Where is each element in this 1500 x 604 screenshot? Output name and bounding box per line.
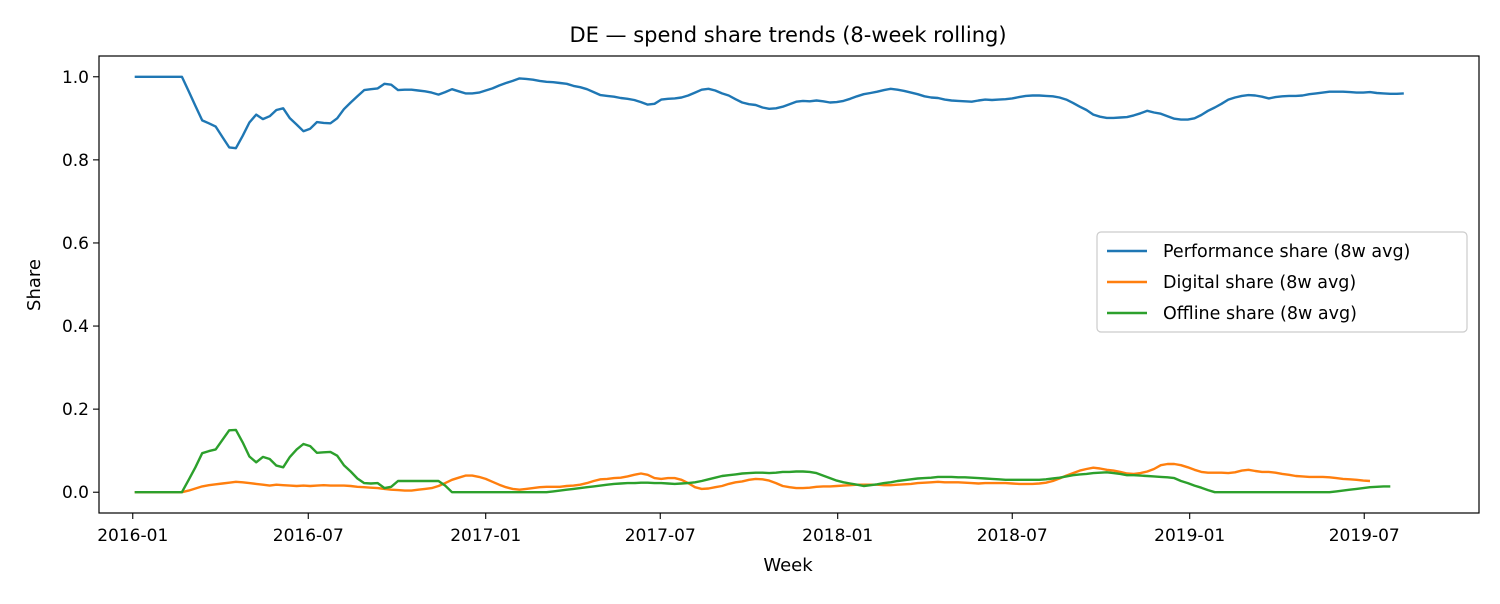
x-tick-label: 2016-01 xyxy=(97,526,168,546)
series-line-2 xyxy=(134,462,1371,494)
series-line-3 xyxy=(134,428,1391,494)
chart-title: DE — spend share trends (8-week rolling) xyxy=(569,23,1006,47)
x-tick-label: 2017-07 xyxy=(625,526,696,546)
x-tick-label: 2019-07 xyxy=(1329,526,1400,546)
y-tick-label: 1.0 xyxy=(62,68,89,88)
y-tick-label: 0.6 xyxy=(62,234,89,254)
series-lines xyxy=(134,75,1404,494)
series-line-1 xyxy=(134,75,1404,150)
x-tick-label: 2017-01 xyxy=(450,526,521,546)
y-tick-label: 0.8 xyxy=(62,151,89,171)
plot-area xyxy=(98,55,1480,514)
legend-box xyxy=(1096,231,1468,333)
y-axis: 0.0 0.2 0.4 0.6 0.8 1.0 xyxy=(62,68,99,503)
x-tick-label: 2018-07 xyxy=(977,526,1048,546)
y-tick-label: 0.2 xyxy=(62,400,89,420)
legend-label: Performance share (8w avg) xyxy=(1163,242,1410,262)
x-tick-label: 2018-01 xyxy=(802,526,873,546)
x-axis: 2016-01 2016-07 2017-01 2017-07 2018-01 2018-… xyxy=(97,513,1400,546)
y-axis-title: Share xyxy=(24,259,45,311)
legend: Performance share (8w avg) Digital share … xyxy=(1096,231,1468,333)
x-axis-title: Week xyxy=(763,555,813,576)
y-tick-label: 0.4 xyxy=(62,317,89,337)
plot-frame xyxy=(98,55,1480,514)
legend-label: Offline share (8w avg) xyxy=(1163,304,1357,324)
x-tick-label: 2019-01 xyxy=(1154,526,1225,546)
x-tick-label: 2016-07 xyxy=(273,526,344,546)
legend-label: Digital share (8w avg) xyxy=(1163,273,1356,293)
y-tick-label: 0.0 xyxy=(62,483,89,503)
